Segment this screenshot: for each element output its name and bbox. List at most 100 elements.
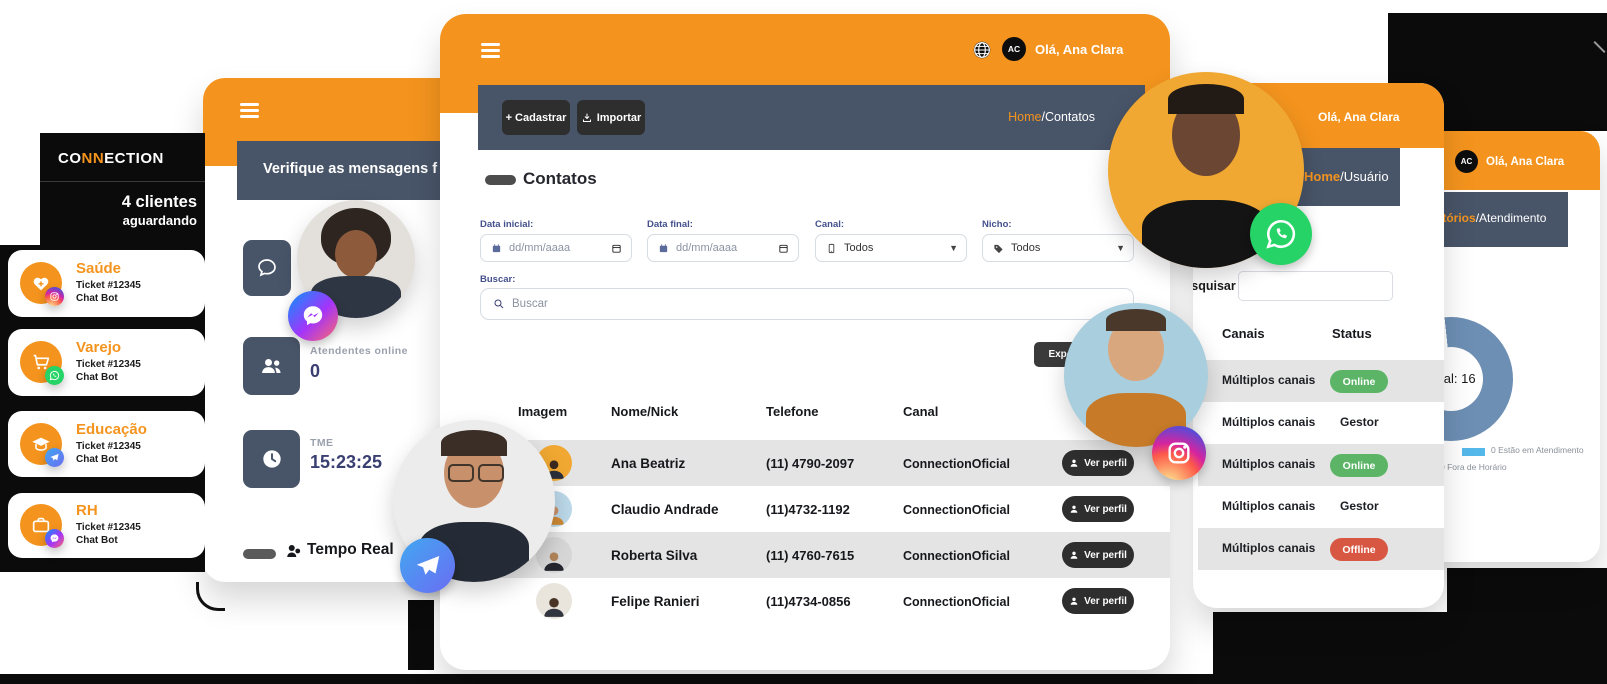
card-title: Varejo xyxy=(76,339,122,356)
queue-card-saude[interactable]: Saúde Ticket #12345 Chat Bot xyxy=(8,250,205,317)
user-row[interactable] xyxy=(1198,528,1444,570)
breadcrumb[interactable]: Home/Usuário xyxy=(1304,169,1389,184)
search-label: Buscar: xyxy=(480,274,516,285)
contact-name: Roberta Silva xyxy=(611,548,698,563)
agent-photo xyxy=(1064,303,1208,447)
contact-channel: ConnectionOficial xyxy=(903,503,1010,517)
channel-select[interactable]: Todos ▼ xyxy=(815,234,967,262)
instagram-icon xyxy=(1152,426,1206,480)
tme-card xyxy=(243,430,300,488)
agents-online-card xyxy=(243,337,300,395)
search-icon xyxy=(494,299,504,309)
datepicker-icon[interactable] xyxy=(778,243,789,254)
brand-panel: CONNECTION 4 clientes aguardando xyxy=(40,133,205,245)
status-text: Gestor xyxy=(1340,499,1379,513)
banner-text: Verifique as mensagens f xyxy=(263,161,438,177)
breadcrumb[interactable]: Home/Contatos xyxy=(1008,110,1095,124)
queue-card-rh[interactable]: RH Ticket #12345 Chat Bot xyxy=(8,493,205,558)
menu-icon[interactable] xyxy=(481,40,500,61)
start-date-input[interactable]: dd/mm/aaaa xyxy=(480,234,632,262)
view-profile-button[interactable]: Ver perfil xyxy=(1062,588,1134,614)
filter-label-channel: Canal: xyxy=(815,219,845,230)
add-contact-button[interactable]: + Cadastrar xyxy=(502,100,570,135)
menu-icon[interactable] xyxy=(240,100,259,121)
legend-swatch-atendimento xyxy=(1462,448,1485,456)
title-dash xyxy=(485,175,516,185)
greeting: Olá, Ana Clara xyxy=(1486,156,1565,168)
user-row-channel: Múltiplos canais xyxy=(1222,541,1316,555)
card-ticket: Ticket #12345 xyxy=(76,280,141,291)
chat-bubble-icon xyxy=(258,259,276,277)
person-icon xyxy=(1070,551,1078,559)
card-bot: Chat Bot xyxy=(76,293,118,304)
greeting: Olá, Ana Clara xyxy=(1318,110,1400,124)
import-button[interactable]: Importar xyxy=(577,100,645,135)
whatsapp-icon xyxy=(45,366,64,385)
phone-icon xyxy=(828,243,835,253)
section-dash xyxy=(243,549,276,559)
filter-label-niche: Nicho: xyxy=(982,219,1012,230)
telegram-icon xyxy=(45,448,64,467)
card-title: Saúde xyxy=(76,260,122,277)
accent-bottom-band xyxy=(0,674,1607,684)
avatar[interactable]: AC xyxy=(1002,37,1026,61)
breadcrumb-home[interactable]: Home xyxy=(1008,110,1042,124)
breadcrumb-sep: / xyxy=(1041,110,1045,124)
telegram-icon xyxy=(400,538,455,593)
status-badge: Online xyxy=(1330,370,1388,393)
view-profile-button[interactable]: Ver perfil xyxy=(1062,542,1134,568)
filter-label-start: Data inicial: xyxy=(480,219,534,230)
agent-photo xyxy=(393,420,555,582)
queue-count: 4 clientes xyxy=(121,193,197,211)
toolbar: + Cadastrar Importar Home/Contatos xyxy=(478,85,1145,150)
card-ticket: Ticket #12345 xyxy=(76,441,141,452)
breadcrumb-home[interactable]: Home xyxy=(1304,169,1341,184)
import-icon xyxy=(582,113,591,122)
user-row-channel: Múltiplos canais xyxy=(1222,415,1316,429)
contact-channel: ConnectionOficial xyxy=(903,595,1010,609)
col-telefone: Telefone xyxy=(766,404,819,419)
globe-icon[interactable] xyxy=(971,39,993,61)
end-date-input[interactable]: dd/mm/aaaa xyxy=(647,234,799,262)
queue-card-varejo[interactable]: Varejo Ticket #12345 Chat Bot xyxy=(8,329,205,396)
col-canal: Canal xyxy=(903,404,939,419)
divider xyxy=(40,181,205,182)
niche-select[interactable]: Todos ▼ xyxy=(982,234,1134,262)
card-bot: Chat Bot xyxy=(76,454,118,465)
user-row-channel: Múltiplos canais xyxy=(1222,499,1316,513)
legend-atendimento: 0 Estão em Atendimento xyxy=(1491,445,1584,455)
col-imagem: Imagem xyxy=(518,404,568,419)
calendar-icon xyxy=(659,243,668,252)
users-icon xyxy=(261,359,281,373)
status-badge: Offline xyxy=(1330,538,1388,561)
breadcrumb-sep: / xyxy=(1475,211,1480,225)
breadcrumb-page: Atendimento xyxy=(1479,211,1547,225)
datepicker-icon[interactable] xyxy=(611,243,622,254)
chat-card[interactable] xyxy=(243,240,291,296)
contact-name: Felipe Ranieri xyxy=(611,594,700,609)
contact-phone: (11) 4760-7615 xyxy=(766,548,855,563)
tag-icon xyxy=(994,244,1003,253)
queue-card-educacao[interactable]: Educação Ticket #12345 Chat Bot xyxy=(8,411,205,477)
contact-channel: ConnectionOficial xyxy=(903,457,1010,471)
user-search-label: Pesquisar xyxy=(1193,279,1236,293)
card-ticket: Ticket #12345 xyxy=(76,359,141,370)
user-row[interactable] xyxy=(1198,444,1444,486)
search-input[interactable]: Buscar xyxy=(480,288,1134,320)
view-profile-button[interactable]: Ver perfil xyxy=(1062,450,1134,476)
avatar[interactable]: AC xyxy=(1455,150,1478,173)
instagram-icon xyxy=(45,287,64,306)
avatar-initials: AC xyxy=(1007,44,1021,54)
clock-icon xyxy=(262,450,281,468)
user-col-canais: Canais xyxy=(1222,326,1265,341)
greeting: Olá, Ana Clara xyxy=(1035,42,1124,57)
breadcrumb-page: Contatos xyxy=(1044,110,1095,124)
accent-bottom-right2 xyxy=(1213,612,1607,684)
donut-total-label: Total: 16 xyxy=(1444,371,1476,386)
view-profile-button[interactable]: Ver perfil xyxy=(1062,496,1134,522)
section-title: Tempo Real xyxy=(307,541,394,558)
user-search-input[interactable] xyxy=(1238,271,1393,301)
connection-logo: CONNECTION xyxy=(58,150,164,167)
user-row[interactable] xyxy=(1198,360,1444,402)
messenger-icon xyxy=(288,291,338,341)
